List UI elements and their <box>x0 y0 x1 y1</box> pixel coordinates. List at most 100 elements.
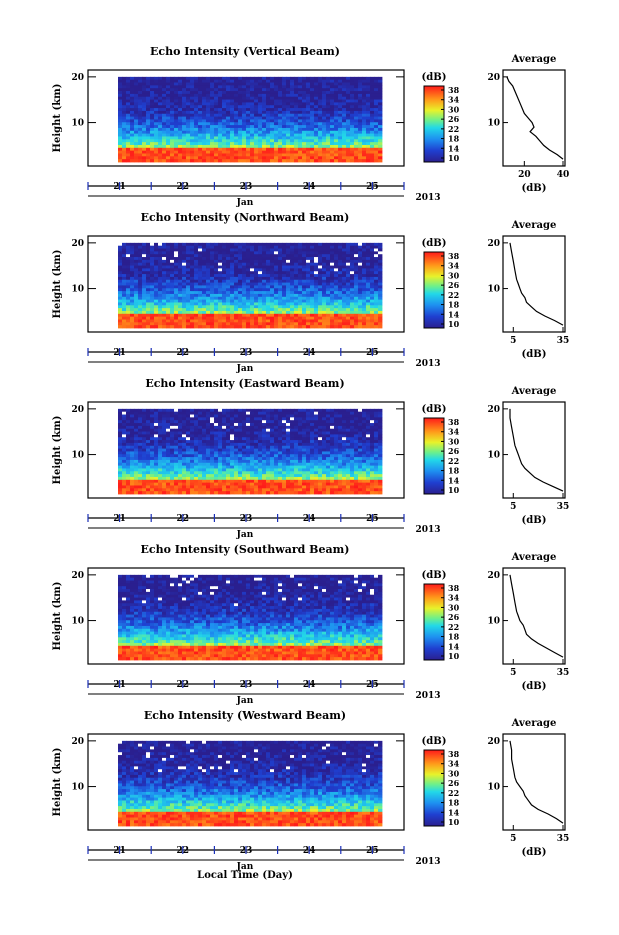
heatmap-cell <box>306 111 310 114</box>
heatmap-cell <box>154 285 158 288</box>
heatmap-cell <box>330 246 334 249</box>
heatmap-cell <box>242 260 246 263</box>
heatmap-cell <box>314 88 318 91</box>
heatmap-cell <box>254 443 258 446</box>
heatmap-cell <box>222 139 226 142</box>
heatmap-cell <box>354 108 358 111</box>
heatmap-cell <box>218 97 222 100</box>
heatmap-cell <box>150 263 154 266</box>
heatmap-cell <box>150 114 154 117</box>
heatmap-cell <box>182 131 186 134</box>
heatmap-cell <box>154 409 158 412</box>
heatmap-cell <box>198 114 202 117</box>
heatmap-cell <box>306 159 310 162</box>
heatmap-cell <box>130 128 134 131</box>
heatmap-cell <box>138 434 142 437</box>
heatmap-cell <box>254 415 258 418</box>
heatmap-cell <box>138 271 142 274</box>
heatmap-cell <box>126 260 130 263</box>
heatmap-cell <box>326 251 330 254</box>
heatmap-cell <box>378 159 382 162</box>
heatmap-cell <box>350 417 354 420</box>
heatmap-cell <box>294 446 298 449</box>
heatmap-cell <box>214 325 218 328</box>
heatmap-cell <box>370 246 374 249</box>
heatmap-cell <box>326 268 330 271</box>
heatmap-cell <box>326 94 330 97</box>
heatmap-cell <box>342 136 346 139</box>
heatmap-cell <box>162 83 166 86</box>
heatmap-cell <box>274 271 278 274</box>
average-y-tick-label: 20 <box>487 239 500 249</box>
heatmap-cell <box>270 77 274 80</box>
heatmap-cell <box>166 440 170 443</box>
heatmap-cell <box>354 151 358 154</box>
heatmap-cell <box>378 136 382 139</box>
heatmap-cell <box>246 151 250 154</box>
heatmap-cell <box>150 297 154 300</box>
heatmap-cell <box>306 117 310 120</box>
heatmap-cell <box>366 308 370 311</box>
heatmap-cell <box>254 288 258 291</box>
heatmap-cell <box>166 105 170 108</box>
heatmap-cell <box>314 302 318 305</box>
heatmap-cell <box>374 266 378 269</box>
heatmap-cell <box>254 131 258 134</box>
heatmap-cell <box>142 432 146 435</box>
heatmap-cell <box>250 412 254 415</box>
heatmap-cell <box>270 415 274 418</box>
heatmap-cell <box>122 300 126 303</box>
heatmap-cell <box>238 153 242 156</box>
heatmap-cell <box>202 268 206 271</box>
heatmap-cell <box>302 412 306 415</box>
heatmap-cell <box>330 423 334 426</box>
heatmap-cell <box>294 437 298 440</box>
heatmap-cell <box>278 432 282 435</box>
heatmap-cell <box>222 429 226 432</box>
heatmap-cell <box>122 128 126 131</box>
heatmap-cell <box>138 291 142 294</box>
heatmap-cell <box>290 114 294 117</box>
colorbar-unit: (dB) <box>422 72 447 83</box>
heatmap-cell <box>250 314 254 317</box>
colorbar-tick-label: 30 <box>448 104 460 114</box>
heatmap-cell <box>306 440 310 443</box>
heatmap-cell <box>362 85 366 88</box>
heatmap-cell <box>166 283 170 286</box>
heatmap-cell <box>142 246 146 249</box>
heatmap-cell <box>294 119 298 122</box>
heatmap-cell <box>122 308 126 311</box>
heatmap-cell <box>286 311 290 314</box>
heatmap-cell <box>314 291 318 294</box>
heatmap-cell <box>122 83 126 86</box>
heatmap-cell <box>334 271 338 274</box>
heatmap-cell <box>230 263 234 266</box>
heatmap-cell <box>186 440 190 443</box>
heatmap-cell <box>290 322 294 325</box>
heatmap-cell <box>150 432 154 435</box>
heatmap-cell <box>138 142 142 145</box>
heatmap-cell <box>334 153 338 156</box>
heatmap-cell <box>282 156 286 159</box>
heatmap-cell <box>158 136 162 139</box>
heatmap-cell <box>366 274 370 277</box>
heatmap-cell <box>334 125 338 128</box>
heatmap-cell <box>358 117 362 120</box>
heatmap-cell <box>354 308 358 311</box>
heatmap-cell <box>158 305 162 308</box>
heatmap-cell <box>162 91 166 94</box>
heatmap-cell <box>182 322 186 325</box>
heatmap-cell <box>318 325 322 328</box>
heatmap-cell <box>262 153 266 156</box>
heatmap-cell <box>290 426 294 429</box>
heatmap-cell <box>302 91 306 94</box>
heatmap-cell <box>334 319 338 322</box>
heatmap-cell <box>242 94 246 97</box>
heatmap-cell <box>266 280 270 283</box>
heatmap-cell <box>178 111 182 114</box>
heatmap-cell <box>358 288 362 291</box>
heatmap-cell <box>226 88 230 91</box>
heatmap-cell <box>174 100 178 103</box>
heatmap-cell <box>290 85 294 88</box>
heatmap-cell <box>374 119 378 122</box>
